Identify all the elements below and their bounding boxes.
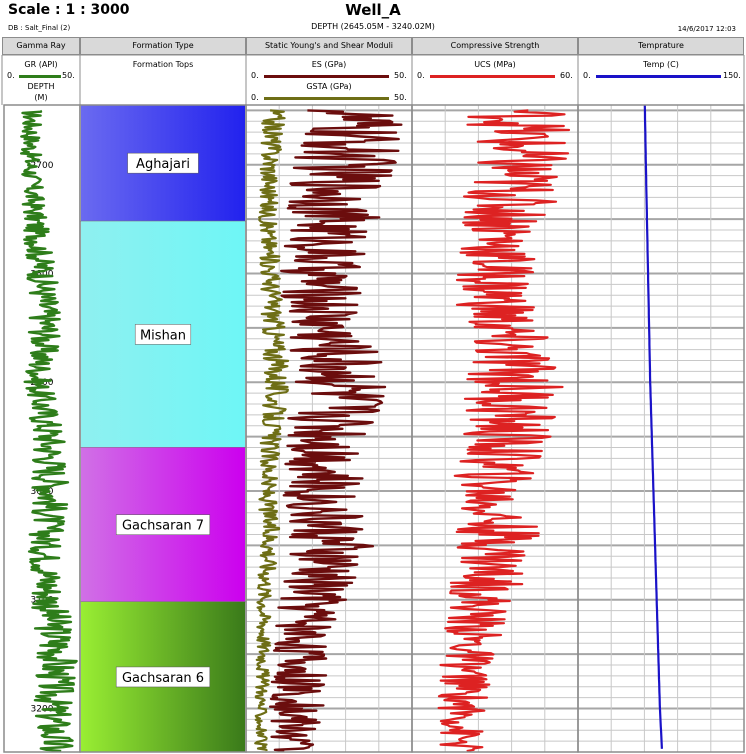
legend-temp-min: 0. [583,71,591,80]
formation-track: Aghajari Mishan Gachsaran 7 Gachsaran 6 [80,105,246,753]
legend-temp-line [596,75,721,78]
legend-temp-name: Temp (C) [643,60,679,69]
legend-gsta-name: GSTA (GPa) [306,82,352,91]
legend-gamma-ray: GR (API) 0. 50. DEPTH (M) [2,55,80,105]
legend-gsta-max: 50. [394,93,407,102]
well-title: Well_A [345,1,401,19]
track-headers: Gamma Ray Formation Type Static Young's … [0,37,746,55]
ucs-curve [437,109,571,753]
legend-es-max: 50. [394,71,407,80]
legend-gr-min: 0. [7,71,15,80]
legend-es-name: ES (GPa) [311,60,347,69]
timestamp: 14/6/2017 12:03 [677,25,736,33]
legend-formation-name: Formation Tops [132,60,194,69]
legend-gr-name: GR (API) [24,60,58,69]
formation-label-box [115,514,211,535]
legend-gsta-min: 0. [251,93,259,102]
database-label: DB : Salt_Final (2) [8,24,71,32]
formation-label-box [127,152,199,174]
legend-temp-max: 150. [723,71,741,80]
depth-tick-label: 2700 [31,161,54,171]
legend-es-line [264,75,389,78]
legend-depth-unit: (M) [34,93,48,102]
legend-gr-line [19,75,61,78]
legend-ucs-name: UCS (MPa) [474,60,516,69]
legend-temperature: Temp (C) 0. 150. [578,55,744,105]
temperature-curve [643,104,663,749]
formation-label: Gachsaran 7 [122,519,204,534]
legend-es-min: 0. [251,71,259,80]
legend-depth-name: DEPTH [27,82,55,91]
formation-label: Aghajari [136,157,190,172]
legend-gr-max: 50. [62,71,75,80]
legend-ucs: UCS (MPa) 0. 60. [412,55,578,105]
legend-ucs-line [430,75,555,78]
es-curve [269,109,403,753]
depth-range-label: DEPTH (2645.05M - 3240.02M) [311,22,435,31]
log-curves [20,104,663,753]
formation-label-box [134,324,192,345]
track-frame [577,104,745,753]
gsta-curve [254,109,290,752]
formation-label-box [115,666,211,688]
legend-formation: Formation Tops [80,55,246,105]
formation-label: Gachsaran 6 [122,671,204,686]
legend-ucs-max: 60. [560,71,573,80]
track-frames [1,54,745,753]
track-frame [3,104,81,753]
page-header: Scale : 1 : 3000 Well_A DB : Salt_Final … [0,0,746,37]
gamma-ray-curve [20,109,78,753]
legend-gsta-line [264,97,389,100]
legend-ucs-min: 0. [417,71,425,80]
scale-label: Scale : 1 : 3000 [8,2,130,18]
legend-moduli: ES (GPa) 0. 50. GSTA (GPa) 0. 50. [246,55,412,105]
formation-label: Mishan [140,328,186,343]
